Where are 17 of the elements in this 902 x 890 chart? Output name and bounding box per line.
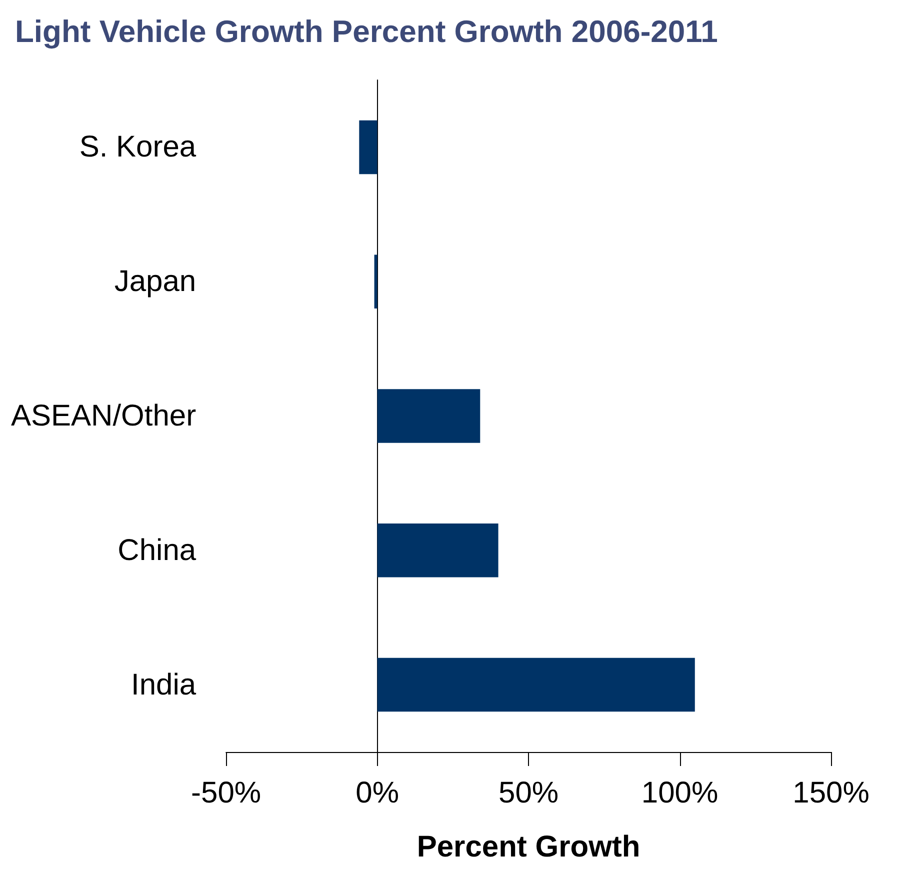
bar <box>374 254 378 308</box>
chart-title: Light Vehicle Growth Percent Growth 2006-2011 <box>15 14 718 49</box>
x-tick-label: 100% <box>641 776 718 810</box>
x-tick-label: 50% <box>498 776 559 810</box>
x-axis-title: Percent Growth <box>416 830 640 864</box>
y-tick-label: ASEAN/Other <box>10 400 196 432</box>
bar <box>377 658 695 712</box>
x-tick-label: 0% <box>356 776 399 810</box>
bar <box>377 524 498 578</box>
bar <box>377 389 480 443</box>
y-tick-label: S. Korea <box>79 130 196 164</box>
y-tick-label: China <box>118 534 196 567</box>
y-tick-label: India <box>131 668 196 702</box>
x-tick-label: -50% <box>191 776 262 810</box>
y-tick-label: Japan <box>114 265 196 298</box>
bar <box>359 120 378 174</box>
x-tick-label: 150% <box>792 776 870 810</box>
